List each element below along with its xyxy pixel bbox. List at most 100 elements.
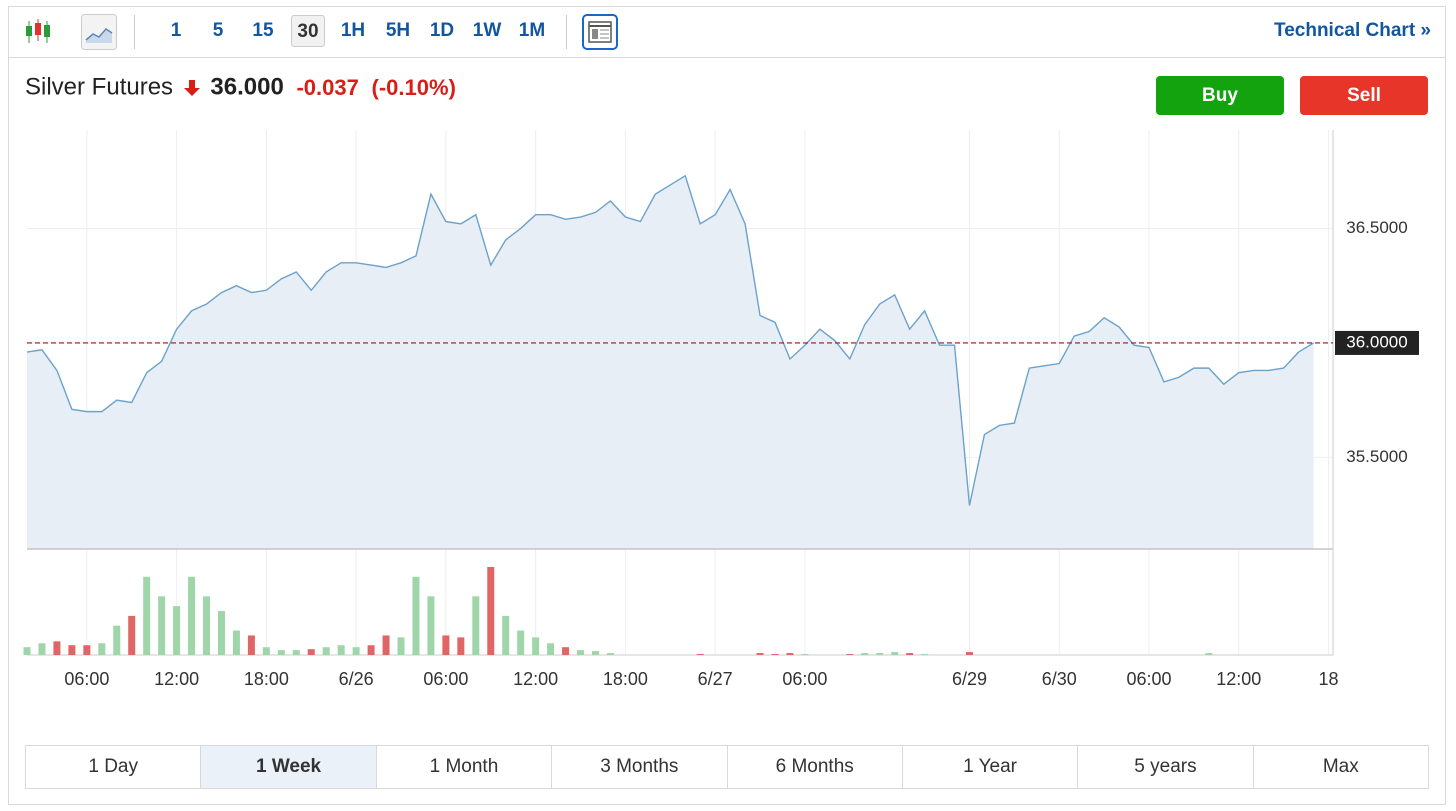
x-tick-label: 18:00 <box>244 669 289 689</box>
x-tick-label: 12:00 <box>513 669 558 689</box>
range-button[interactable]: 5 years <box>1078 746 1254 788</box>
volume-bar <box>203 596 211 655</box>
volume-bar <box>562 647 570 655</box>
range-button[interactable]: 1 Month <box>377 746 553 788</box>
volume-bar <box>173 606 181 655</box>
volume-bar <box>846 654 854 655</box>
range-button[interactable]: 1 Week <box>201 746 377 788</box>
x-tick-label: 18 <box>1319 669 1339 689</box>
volume-bar <box>397 637 405 655</box>
volume-bar <box>876 653 884 655</box>
interval-button[interactable]: 1W <box>472 20 502 41</box>
volume-bar <box>517 630 525 655</box>
volume-bar <box>367 645 375 655</box>
x-tick-label: 06:00 <box>1126 669 1171 689</box>
volume-bar <box>322 647 330 655</box>
last-price-box <box>1335 330 1419 355</box>
y-tick-label: 35.5000 <box>1346 447 1407 466</box>
volume-bar <box>906 653 914 655</box>
volume-bar <box>98 643 106 655</box>
volume-bar <box>412 576 420 655</box>
separator <box>566 15 567 49</box>
volume-bar <box>247 635 255 655</box>
interval-button[interactable]: 1D <box>429 20 455 41</box>
volume-bar <box>113 625 121 655</box>
x-tick-label: 06:00 <box>782 669 827 689</box>
volume-bar <box>23 647 31 655</box>
interval-button[interactable]: 5 <box>212 20 224 41</box>
volume-bar <box>262 647 270 655</box>
volume-bar <box>532 637 540 655</box>
range-button[interactable]: 3 Months <box>552 746 728 788</box>
volume-bar <box>606 653 614 655</box>
volume-bar <box>143 576 151 655</box>
range-button[interactable]: 6 Months <box>728 746 903 788</box>
x-tick-label: 12:00 <box>1216 669 1261 689</box>
volume-bar <box>337 645 345 655</box>
volume-bar <box>352 647 360 655</box>
volume-bar <box>965 652 973 655</box>
volume-bar <box>442 635 450 655</box>
volume-bar <box>128 615 136 655</box>
volume-bar <box>1205 653 1213 655</box>
range-button[interactable]: 1 Day <box>26 746 202 788</box>
interval-button[interactable]: 30 <box>291 15 325 47</box>
x-tick-label: 6/29 <box>952 669 987 689</box>
range-bar: 1 Day 1 Week 1 Month 3 Months 6 Months 1 Year… <box>25 745 1429 789</box>
range-button[interactable]: Max <box>1322 756 1359 777</box>
volume-bar <box>577 650 585 655</box>
sell-button[interactable]: Sell <box>1300 76 1428 115</box>
candle-icon[interactable] <box>23 17 53 47</box>
x-tick-label: 6/30 <box>1042 669 1077 689</box>
down-arrow <box>183 79 200 96</box>
quote-header: Silver Futures 36.000 -0.037 (-0.10%) <box>25 73 456 102</box>
interval-button[interactable]: 1 <box>170 20 182 41</box>
buy-button[interactable]: Buy <box>1156 76 1284 115</box>
price: 36.000 <box>210 73 284 101</box>
volume-bar <box>786 653 794 655</box>
x-tick-label: 12:00 <box>154 669 199 689</box>
volume-bar <box>232 630 240 655</box>
volume-bar <box>502 615 510 655</box>
volume-bar <box>382 635 390 655</box>
volume-bar <box>307 649 315 655</box>
instrument-name: Silver Futures <box>25 73 174 101</box>
chart: Investing.com35.500036.000036.500006:001… <box>23 130 1419 689</box>
volume-bar <box>487 567 495 655</box>
volume-bar <box>591 651 599 655</box>
volume-bar <box>217 611 225 655</box>
interval-button[interactable]: 15 <box>252 20 274 41</box>
volume-bar <box>696 654 704 655</box>
interval-button[interactable]: 1H <box>340 20 366 41</box>
volume-bar <box>547 643 555 655</box>
volume-bar <box>188 576 196 655</box>
volume-bar <box>427 596 435 655</box>
change: -0.037 <box>296 74 359 100</box>
volume-bar <box>53 641 61 655</box>
toolbar: 1 5 15 30 1H 5H 1D 1W 1M Technical Chart » <box>9 7 1445 58</box>
x-tick-label: 06:00 <box>423 669 468 689</box>
x-tick-label: 6/26 <box>339 669 374 689</box>
volume-bar <box>756 653 764 655</box>
volume-bar <box>457 637 465 655</box>
line-icon[interactable] <box>81 14 117 50</box>
volume-bar <box>277 650 285 655</box>
separator <box>134 15 135 49</box>
x-tick-label: 18:00 <box>603 669 648 689</box>
volume-bar <box>68 645 76 655</box>
layout-icon[interactable] <box>582 14 618 50</box>
volume-bar <box>921 654 929 655</box>
volume-bar <box>801 654 809 655</box>
widget: 1 5 15 30 1H 5H 1D 1W 1M Technical Chart » Silve… <box>8 6 1446 805</box>
y-tick-label: 36.0000 <box>1346 332 1407 351</box>
technical-chart-link[interactable]: Technical Chart » <box>1274 20 1431 41</box>
interval-button[interactable]: 5H <box>385 20 411 41</box>
volume-bar <box>292 650 300 655</box>
price-line <box>26 174 1314 506</box>
volume-bar <box>771 654 779 655</box>
interval-button[interactable]: 1M <box>518 20 546 41</box>
volume-bar <box>38 643 46 655</box>
y-tick-label: 36.5000 <box>1346 218 1407 237</box>
volume-bar <box>472 596 480 655</box>
range-button[interactable]: 1 Year <box>903 746 1079 788</box>
